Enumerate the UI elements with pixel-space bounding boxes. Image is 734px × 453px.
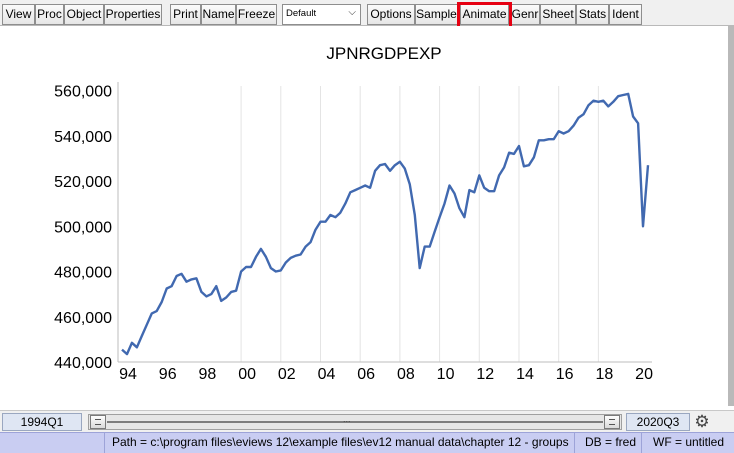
gear-icon[interactable]: ⚙ [694, 412, 710, 431]
object-toolbar: View Proc Object Properties Print Name F… [0, 0, 734, 26]
status-wf: WF = untitled [653, 435, 725, 449]
genr-button[interactable]: Genr [510, 4, 540, 25]
status-db: DB = fred [580, 433, 643, 453]
chart-background [0, 26, 728, 410]
status-path: Path = c:\program files\eviews 12\exampl… [107, 433, 575, 453]
series-line [121, 92, 650, 356]
range-end-label: 2020Q3 [626, 413, 690, 431]
x-tick-label: 10 [437, 366, 455, 383]
range-start-handle[interactable] [90, 415, 106, 429]
y-tick-label: 480,000 [54, 265, 112, 282]
freeze-button[interactable]: Freeze [236, 4, 277, 25]
slider-line [107, 421, 603, 423]
axes [117, 82, 652, 363]
animate-button[interactable]: Animate [460, 4, 509, 25]
sample-range-slider[interactable]: ... [88, 414, 622, 430]
x-tick-labels: 94 96 98 00 02 04 06 08 10 12 14 16 18 20 [119, 366, 653, 383]
chevron-down-icon: ⌵ [348, 7, 356, 18]
proc-button[interactable]: Proc [35, 4, 64, 25]
y-tick-label: 500,000 [54, 219, 112, 236]
series-layer [121, 92, 650, 356]
x-tick-label: 12 [476, 366, 494, 383]
range-end-handle[interactable] [604, 415, 620, 429]
range-start-label: 1994Q1 [2, 413, 82, 431]
sheet-button[interactable]: Sheet [540, 4, 576, 25]
y-tick-labels: 440,000 460,000 480,000 500,000 520,000 540,0… [54, 84, 112, 372]
name-button[interactable]: Name [201, 4, 236, 25]
status-blank-cell [0, 433, 105, 453]
y-tick-label: 560,000 [54, 84, 112, 101]
view-button[interactable]: View [2, 4, 35, 25]
x-tick-label: 06 [357, 366, 375, 383]
x-tick-label: 94 [119, 366, 137, 383]
x-tick-label: 20 [635, 366, 653, 383]
x-tick-label: 16 [556, 366, 574, 383]
x-tick-label: 00 [238, 366, 256, 383]
y-tick-label: 520,000 [54, 174, 112, 191]
y-tick-label: 540,000 [54, 129, 112, 146]
graph-template-select[interactable]: Default ⌵ [282, 4, 361, 25]
x-tick-label: 04 [318, 366, 336, 383]
x-tick-label: 14 [516, 366, 534, 383]
sample-button[interactable]: Sample [415, 4, 458, 25]
slider-center-mark: ... [343, 414, 351, 424]
ident-button[interactable]: Ident [609, 4, 642, 25]
sample-range-bar: 1994Q1 ... 2020Q3 ⚙ [0, 410, 734, 432]
y-tick-label: 440,000 [54, 355, 112, 372]
stats-button[interactable]: Stats [576, 4, 609, 25]
properties-button[interactable]: Properties [104, 4, 162, 25]
window-edge [728, 26, 734, 406]
chart-title: JPNRGDPEXP [326, 44, 441, 63]
x-tick-label: 02 [278, 366, 296, 383]
template-select-value: Default [286, 8, 317, 19]
line-chart: JPNRGDPEXP 440,000 460,000 480,000 500,000 5… [0, 26, 728, 410]
options-button[interactable]: Options [367, 4, 415, 25]
print-button[interactable]: Print [170, 4, 201, 25]
status-bar: Path = c:\program files\eviews 12\exampl… [0, 432, 734, 453]
x-tick-label: 18 [595, 366, 613, 383]
x-tick-label: 96 [159, 366, 177, 383]
y-tick-label: 460,000 [54, 310, 112, 327]
x-tick-label: 08 [397, 366, 415, 383]
object-button[interactable]: Object [64, 4, 104, 25]
x-tick-label: 98 [198, 366, 216, 383]
